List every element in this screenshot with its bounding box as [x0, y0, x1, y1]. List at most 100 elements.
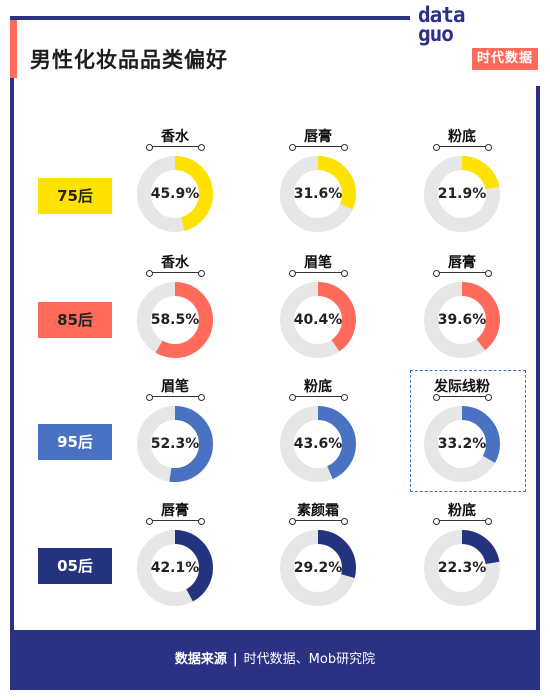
donut-cell: 眉笔 52.3%	[120, 376, 230, 488]
underline-dot	[146, 394, 153, 401]
label-underline	[150, 146, 200, 147]
underline-dot	[433, 394, 440, 401]
category-label: 粉底	[448, 503, 476, 519]
donut-cell: 粉底 43.6%	[263, 376, 373, 488]
underline-dot	[433, 270, 440, 277]
underline-dot	[146, 144, 153, 151]
underline-dot	[289, 270, 296, 277]
underline-dot	[433, 518, 440, 525]
donut-chart	[280, 530, 356, 606]
category-label: 唇膏	[161, 503, 189, 519]
donut-value-arc	[137, 406, 213, 482]
donut-chart	[424, 530, 500, 606]
donut-chart	[280, 406, 356, 482]
donut-chart	[424, 156, 500, 232]
generation-label: 05后	[38, 548, 112, 584]
donut-value-arc	[280, 530, 356, 606]
donut-value-arc	[424, 530, 500, 606]
footer-source-value: 时代数据、Mob研究院	[243, 652, 376, 667]
donut-cell: 香水 45.9%	[120, 126, 230, 238]
percent-value: 39.6%	[437, 312, 487, 328]
donut-value-arc	[424, 406, 500, 482]
donut-cell: 发际线粉 33.2%	[407, 376, 517, 488]
donut-chart	[424, 282, 500, 358]
underline-dot	[146, 270, 153, 277]
underline-dot	[146, 518, 153, 525]
title-accent-bar	[10, 20, 17, 78]
category-label: 发际线粉	[434, 379, 490, 395]
underline-dot	[198, 144, 205, 151]
donut-cell: 素颜霜 29.2%	[263, 500, 373, 612]
donut-chart	[137, 530, 213, 606]
logo-badge: 时代数据	[472, 48, 538, 70]
footer-source-key: 数据来源	[174, 652, 227, 667]
donut-cell: 唇膏 31.6%	[263, 126, 373, 238]
percent-value: 40.4%	[293, 312, 343, 328]
underline-dot	[485, 394, 492, 401]
donut-cell: 唇膏 42.1%	[120, 500, 230, 612]
category-label: 粉底	[448, 129, 476, 145]
footer-source: 数据来源 | 时代数据、Mob研究院	[10, 630, 540, 690]
category-label: 香水	[161, 255, 189, 271]
percent-value: 43.6%	[293, 436, 343, 452]
underline-dot	[485, 518, 492, 525]
percent-value: 31.6%	[293, 186, 343, 202]
donut-chart	[137, 156, 213, 232]
footer-separator: |	[232, 652, 238, 667]
underline-dot	[433, 144, 440, 151]
label-underline	[293, 520, 343, 521]
label-underline	[150, 396, 200, 397]
percent-value: 21.9%	[437, 186, 487, 202]
label-underline	[437, 272, 487, 273]
category-label: 眉笔	[161, 379, 189, 395]
donut-cell: 香水 58.5%	[120, 252, 230, 364]
percent-value: 45.9%	[150, 186, 200, 202]
label-underline	[150, 272, 200, 273]
logo-wordmark: data guo	[418, 3, 474, 82]
underline-dot	[289, 518, 296, 525]
underline-dot	[289, 394, 296, 401]
underline-dot	[198, 518, 205, 525]
label-underline	[293, 272, 343, 273]
donut-chart	[280, 282, 356, 358]
category-label: 眉笔	[304, 255, 332, 271]
frame-left-border	[10, 16, 14, 630]
donut-value-arc	[137, 530, 213, 606]
category-label: 唇膏	[448, 255, 476, 271]
donut-cell: 唇膏 39.6%	[407, 252, 517, 364]
donut-value-arc	[280, 282, 356, 358]
donut-value-arc	[137, 282, 213, 358]
donut-value-arc	[424, 282, 500, 358]
donut-cell: 粉底 21.9%	[407, 126, 517, 238]
highlight-box	[410, 370, 526, 492]
label-underline	[437, 520, 487, 521]
donut-value-arc	[280, 406, 356, 482]
label-underline	[150, 520, 200, 521]
underline-dot	[341, 394, 348, 401]
percent-value: 52.3%	[150, 436, 200, 452]
label-underline	[293, 146, 343, 147]
frame-right-border	[536, 86, 540, 630]
donut-cell: 粉底 22.3%	[407, 500, 517, 612]
page-title: 男性化妆品品类偏好	[30, 48, 228, 72]
underline-dot	[341, 270, 348, 277]
label-underline	[293, 396, 343, 397]
underline-dot	[485, 270, 492, 277]
donut-chart	[137, 282, 213, 358]
category-label: 素颜霜	[297, 503, 339, 519]
label-underline	[437, 146, 487, 147]
donut-value-arc	[280, 156, 356, 232]
percent-value: 42.1%	[150, 560, 200, 576]
logo-word: data	[418, 3, 466, 27]
category-label: 唇膏	[304, 129, 332, 145]
percent-value: 33.2%	[437, 436, 487, 452]
underline-dot	[289, 144, 296, 151]
donut-chart	[137, 406, 213, 482]
underline-dot	[198, 394, 205, 401]
donut-chart	[280, 156, 356, 232]
logo-word-2: guo	[418, 22, 454, 46]
donut-chart	[424, 406, 500, 482]
underline-dot	[198, 270, 205, 277]
underline-dot	[341, 518, 348, 525]
generation-label: 75后	[38, 178, 112, 214]
